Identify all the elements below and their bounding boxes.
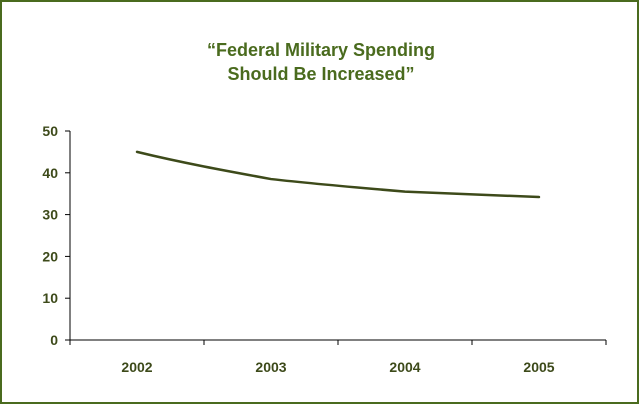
tick-labels: 0 10 20 30 40 50 2002 2003 2004 2005 bbox=[42, 123, 554, 375]
y-tick-label: 30 bbox=[42, 207, 58, 223]
x-tick-label: 2004 bbox=[389, 359, 420, 375]
x-tick-label: 2003 bbox=[255, 359, 286, 375]
chart-title-line-2: Should Be Increased” bbox=[227, 64, 414, 84]
axes bbox=[65, 130, 607, 345]
y-tick-label: 10 bbox=[42, 290, 58, 306]
y-tick-label: 20 bbox=[42, 248, 58, 264]
y-tick-label: 50 bbox=[42, 123, 58, 139]
x-tick-label: 2005 bbox=[523, 359, 554, 375]
series-line bbox=[135, 150, 541, 199]
series bbox=[135, 150, 541, 199]
y-tick-label: 40 bbox=[42, 165, 58, 181]
x-tick-label: 2002 bbox=[121, 359, 152, 375]
chart-title-line-1: “Federal Military Spending bbox=[207, 40, 435, 60]
y-tick-label: 0 bbox=[50, 332, 58, 348]
